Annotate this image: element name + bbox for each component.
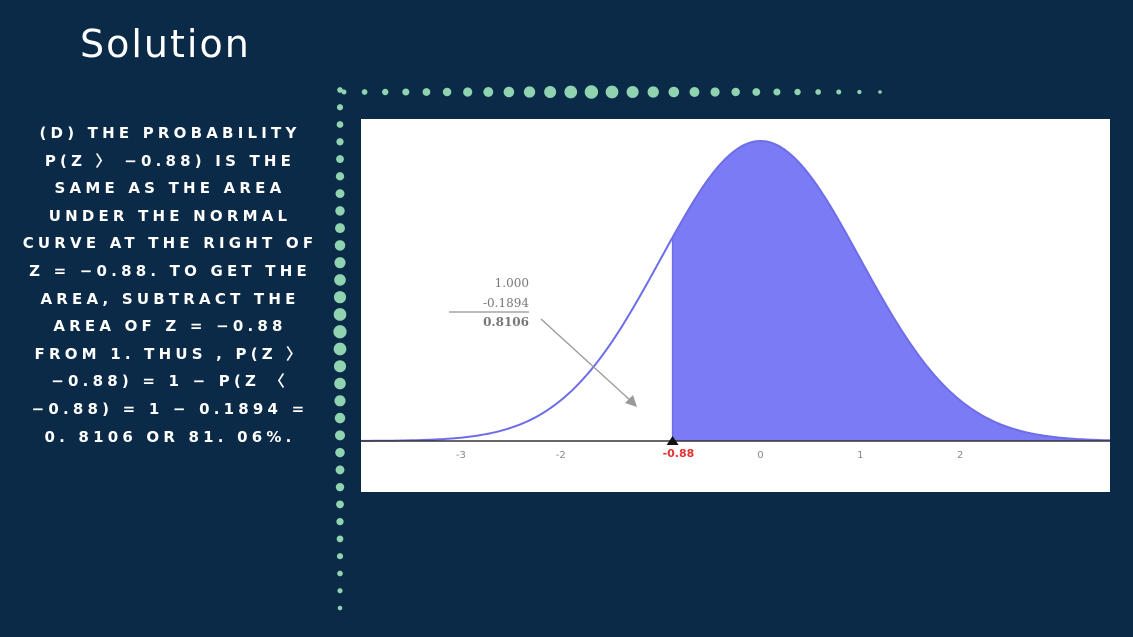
divider-dot: [335, 447, 345, 458]
divider-dot: [335, 172, 345, 181]
divider-dot: [334, 240, 346, 251]
divider-dot: [335, 482, 345, 492]
divider-dot: [333, 342, 347, 356]
x-tick-label: 1: [857, 450, 863, 461]
divider-dot: [731, 87, 740, 97]
divider-dot: [689, 87, 700, 97]
divider-dot: [337, 87, 343, 93]
divider-dot: [337, 570, 343, 577]
x-axis-ticks: -3 -2 0 1 2: [456, 450, 964, 461]
divider-dot: [336, 155, 344, 163]
divider-dot: [794, 88, 801, 96]
divider-dot: [442, 87, 452, 97]
dotted-divider-horizontal: [341, 85, 882, 99]
annotation-arrowhead: [625, 395, 637, 407]
divider-dot: [337, 588, 343, 594]
divider-dot: [335, 206, 345, 216]
divider-dot: [564, 85, 578, 99]
x-tick-label: 2: [957, 450, 963, 461]
divider-dot: [333, 325, 347, 339]
z-marker-triangle: [666, 436, 679, 445]
divider-dot: [336, 553, 344, 560]
divider-dot: [336, 121, 344, 128]
annotation-arrow: [540, 318, 632, 402]
divider-dot: [336, 535, 344, 543]
divider-dot: [752, 88, 761, 96]
divider-dot: [334, 395, 346, 407]
x-tick-label: 0: [757, 450, 763, 461]
divider-dot: [334, 257, 346, 269]
divider-dot: [335, 189, 345, 199]
divider-dot: [710, 87, 720, 97]
divider-dot: [382, 88, 389, 96]
divider-dot: [503, 86, 515, 98]
z-marker-label: -0.88: [663, 447, 695, 460]
subtraction-annotation: 1.000 -0.1894 0.8106: [449, 276, 529, 329]
divider-dot: [336, 500, 344, 509]
divider-dot: [335, 465, 345, 475]
dotted-divider-vertical: [333, 87, 347, 611]
divider-dot: [773, 88, 781, 96]
divider-dot: [483, 87, 494, 97]
annotation-line-1: 1.000: [495, 276, 529, 290]
divider-dot: [647, 86, 659, 98]
solution-text: (D) THE PROBABILITY P(Z 〉 −0.88) IS THE …: [22, 124, 318, 446]
normal-curve-svg: -3 -2 0 1 2 -0.88 1.000 -0.1894 0.8106: [361, 139, 1110, 461]
divider-dot: [333, 291, 347, 304]
divider-dot: [402, 88, 410, 96]
divider-dot: [815, 89, 822, 95]
divider-dot: [361, 89, 368, 95]
x-tick-label: -3: [456, 450, 466, 461]
annotation-line-3: 0.8106: [483, 315, 529, 329]
divider-dot: [336, 104, 344, 111]
x-tick-label: -2: [556, 450, 566, 461]
divider-dot: [336, 518, 344, 526]
divider-dot: [422, 88, 431, 96]
divider-dot: [336, 138, 344, 146]
divider-dot: [605, 85, 619, 99]
divider-dot: [523, 86, 536, 98]
divider-dot: [335, 430, 345, 441]
divider-dot: [333, 308, 347, 321]
normal-curve-line: [361, 139, 1110, 442]
slide-title: Solution: [80, 22, 251, 66]
shaded-area-right-of-z: [672, 141, 1110, 441]
annotation-line-2: -0.1894: [483, 296, 529, 310]
divider-dot: [335, 223, 345, 234]
normal-curve-chart: -3 -2 0 1 2 -0.88 1.000 -0.1894 0.8106: [361, 119, 1110, 492]
divider-dot: [463, 87, 473, 97]
divider-dot: [334, 377, 346, 390]
divider-dot: [334, 274, 346, 286]
divider-dot: [857, 89, 862, 95]
divider-dot: [584, 85, 599, 99]
divider-dot: [668, 86, 680, 98]
divider-dot: [836, 89, 842, 95]
divider-dot: [878, 90, 882, 94]
divider-dot: [626, 86, 639, 98]
divider-dot: [337, 605, 343, 611]
divider-dot: [544, 86, 557, 98]
divider-dot: [341, 89, 347, 95]
divider-dot: [333, 360, 347, 373]
divider-dot: [334, 412, 346, 424]
